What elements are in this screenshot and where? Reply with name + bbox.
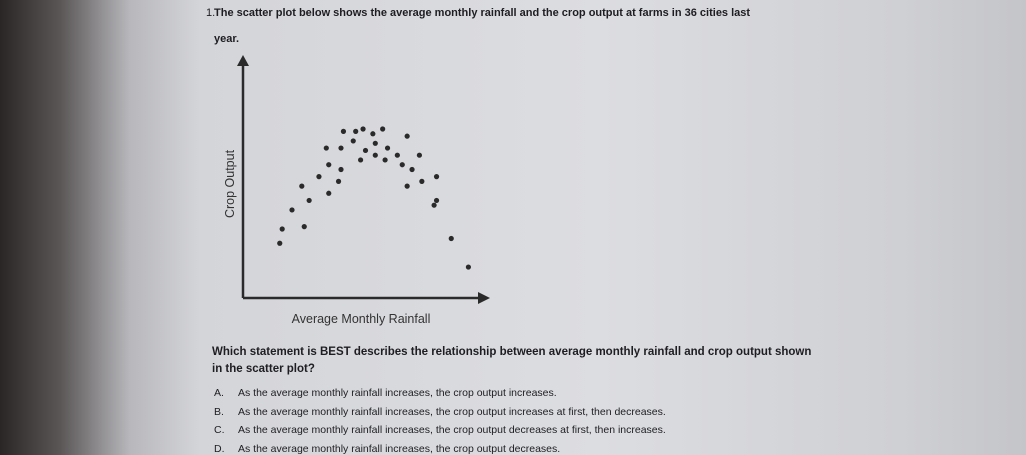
data-point [380, 126, 386, 132]
x-axis-label: Average Monthly Rainfall [292, 312, 431, 326]
option[interactable]: B. As the average monthly rainfall increa… [214, 406, 666, 418]
data-point [448, 235, 454, 242]
data-point [399, 162, 405, 168]
data-point [289, 207, 295, 213]
data-point [350, 138, 356, 144]
question-text: The scatter plot below shows the average… [214, 7, 751, 45]
data-point [372, 140, 378, 146]
option-text: As the average monthly rainfall increase… [238, 424, 666, 436]
option-letter: D. [214, 442, 225, 455]
data-point [338, 166, 344, 173]
option[interactable]: A. As the average monthly rainfall increa… [214, 387, 557, 399]
data-point [316, 174, 322, 180]
data-point [370, 131, 376, 137]
data-point [301, 224, 307, 230]
data-point [384, 145, 391, 151]
data-point [358, 157, 364, 163]
data-point [306, 197, 312, 204]
option-text: As the average monthly rainfall increase… [238, 442, 561, 455]
data-point [394, 152, 400, 158]
data-point [279, 226, 285, 232]
chart: Average Monthly Rainfall Crop Output [223, 55, 490, 326]
data-point [277, 240, 283, 246]
data-point [409, 166, 415, 173]
data-point [404, 133, 410, 139]
option-text: As the average monthly rainfall increase… [238, 405, 666, 418]
y-axis-label: Crop Output [223, 149, 237, 218]
data-point [360, 126, 366, 132]
prompt: Which statement is BEST describes the re… [212, 346, 812, 375]
option-letter: C. [214, 424, 225, 436]
question: 1. The scatter plot below shows the avera… [206, 0, 774, 52]
data-point [326, 162, 332, 168]
y-axis-arrow [237, 55, 249, 66]
data-point [465, 264, 471, 270]
data-point [404, 183, 410, 189]
option[interactable]: C. As the average monthly rainfall increa… [214, 424, 666, 436]
x-axis-arrow [478, 292, 490, 304]
option-letter: B. [214, 405, 224, 418]
data-point [382, 157, 388, 163]
data-point [326, 190, 332, 196]
question-number: 1. [206, 7, 216, 19]
data-point [353, 128, 359, 134]
data-point [323, 145, 329, 151]
data-point [362, 147, 369, 154]
data-point [299, 183, 305, 189]
data-point [433, 174, 440, 180]
data-point [338, 145, 344, 151]
option[interactable]: D. As the average monthly rainfall increa… [214, 443, 560, 455]
data-point [419, 178, 425, 184]
data-point [372, 152, 378, 158]
data-point [340, 128, 347, 134]
data-point [335, 178, 342, 184]
data-point [416, 152, 422, 158]
option-text: As the average monthly rainfall increase… [238, 387, 557, 399]
data-point [431, 202, 437, 208]
option-letter: A. [214, 387, 224, 399]
data-point [433, 197, 440, 204]
